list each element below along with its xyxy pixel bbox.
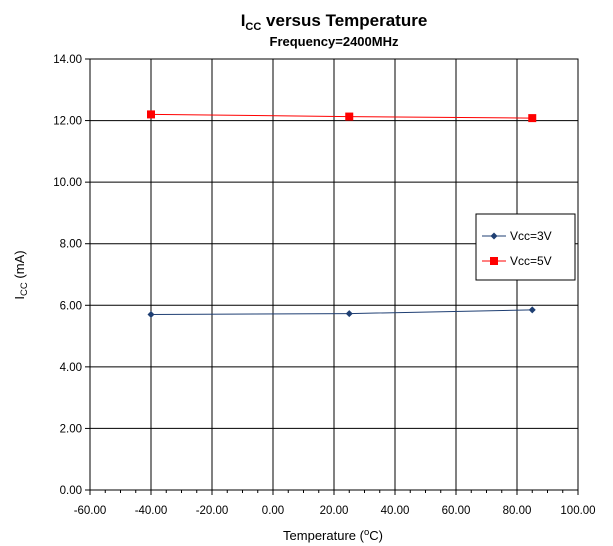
x-label-superscript: o (364, 527, 369, 538)
series-line (150, 113, 533, 119)
plot-area-frame (89, 58, 579, 491)
data-point (345, 310, 353, 318)
chart-subtitle: Frequency=2400MHz (270, 34, 399, 49)
legend: Vcc=3V Vcc=5V (475, 213, 576, 281)
y-axis-label: ICC (mA) (12, 250, 30, 299)
x-tick-label: -60.00 (74, 505, 107, 517)
x-label-pre: Temperature ( (283, 528, 365, 543)
x-axis-ticks: -60.00 -40.00 -20.00 0.00 20.00 40.00 60.00 80.… (74, 490, 596, 517)
series-0 (147, 306, 536, 319)
data-point (528, 306, 536, 314)
x-tick-label: 100.00 (560, 505, 595, 517)
legend-label: Vcc=3V (510, 229, 552, 243)
x-axis-label: Temperature (oC) (283, 527, 383, 543)
y-tick-label: 8.00 (60, 239, 82, 251)
y-tick-label: 6.00 (60, 300, 82, 312)
y-tick-label: 14.00 (53, 54, 82, 66)
legend-marker (490, 232, 498, 240)
data-point (345, 112, 354, 121)
legend-box (475, 213, 576, 281)
data-point (147, 311, 155, 319)
y-tick-label: 10.00 (53, 177, 82, 189)
y-tick-label: 12.00 (53, 116, 82, 128)
chart-title: ICC versus Temperature (241, 11, 428, 33)
x-tick-label: 0.00 (262, 505, 284, 517)
legend-label: Vcc=5V (510, 254, 552, 268)
x-tick-label: 60.00 (442, 505, 471, 517)
y-label-main: I (12, 296, 27, 300)
x-tick-label: -40.00 (135, 505, 168, 517)
title-rest: versus Temperature (261, 11, 427, 30)
x-label-post: C) (369, 528, 383, 543)
data-point (147, 110, 155, 119)
y-axis-ticks: 0.00 2.00 4.00 6.00 8.00 10.00 12.00 14.00 (53, 54, 90, 497)
series-1 (147, 110, 537, 123)
data-point (528, 114, 537, 123)
x-tick-label: 20.00 (320, 505, 349, 517)
series-layer (147, 110, 537, 319)
series-line (150, 309, 533, 316)
title-main: I (241, 11, 246, 30)
y-tick-label: 2.00 (60, 423, 82, 435)
y-tick-label: 4.00 (60, 362, 82, 374)
legend-marker (490, 257, 498, 265)
y-tick-label: 0.00 (60, 485, 82, 497)
x-tick-label: -20.00 (196, 505, 229, 517)
title-subscript: CC (245, 21, 261, 33)
x-tick-label: 80.00 (503, 505, 532, 517)
y-label-rest: (mA) (12, 250, 27, 282)
y-label-subscript: CC (19, 282, 30, 296)
x-tick-label: 40.00 (381, 505, 410, 517)
